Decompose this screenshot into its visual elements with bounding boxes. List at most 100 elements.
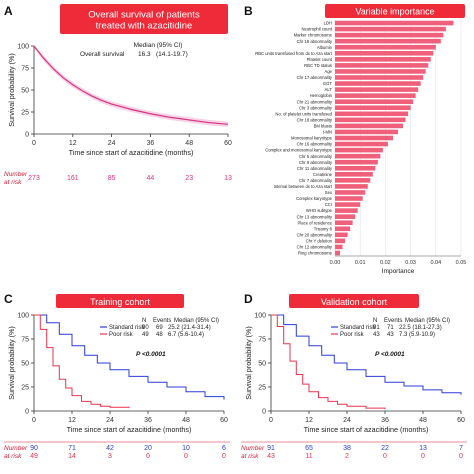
importance-bar [335, 93, 416, 98]
chart-title: Variable importance [355, 7, 434, 17]
legend-median: 6.7 (5.6-10.4) [168, 332, 204, 338]
survival-curve [33, 45, 229, 125]
category-label: No. of platelet units transfused [275, 111, 332, 116]
y-tick-label: 100 [17, 44, 29, 51]
x-tick-label: 0.00 [330, 260, 341, 266]
risk-table-value: 0 [146, 453, 150, 460]
x-tick-label: 60 [224, 140, 232, 147]
y-tick-label: 75 [21, 337, 29, 344]
y-tick-label: 0 [25, 132, 29, 139]
category-label: WHO subtype [306, 208, 333, 213]
category-label: Chr 3 abnormality [299, 105, 333, 110]
category-label: Chr 16 abnormality [297, 142, 333, 147]
x-tick-label: 0.01 [355, 260, 366, 266]
survival-curve-poor-risk [34, 314, 130, 409]
importance-bar [335, 87, 419, 92]
importance-bar [335, 32, 444, 38]
x-tick-label: 0.05 [456, 260, 467, 266]
category-label: Neutrophil count [302, 27, 333, 32]
importance-bar [335, 20, 454, 26]
risk-table-value: 6 [222, 445, 226, 452]
category-label: Sex [325, 190, 333, 195]
y-tick-label: 100 [17, 313, 29, 320]
category-label: Complex karyotype [296, 196, 333, 201]
y-tick-label: 100 [254, 313, 266, 320]
importance-bar [335, 123, 404, 129]
category-label: Chr 17 abnormality [297, 75, 333, 80]
importance-bar [335, 63, 429, 68]
category-label: Monosomal karyotype [291, 136, 333, 141]
category-label: Chr 13 abnormality [297, 214, 333, 219]
x-axis-label: Time since start of azacitidine (months) [67, 425, 192, 434]
category-label: Trisomy 8 [314, 226, 333, 231]
risk-table-value: 43 [267, 453, 275, 460]
risk-table-value: 49 [30, 453, 38, 460]
y-axis-label: Survival probability (%) [7, 326, 16, 400]
risk-table-value: 2 [345, 453, 349, 460]
risk-table-label: at risk [241, 453, 259, 460]
category-label: Interval between dx to Aza start [274, 184, 333, 189]
x-axis-label: Importance [382, 268, 415, 275]
category-label: Chr Y deletion [306, 238, 333, 243]
risk-table-value: 91 [267, 445, 275, 452]
risk-table-label: Number [241, 445, 265, 452]
x-tick-label: 24 [343, 417, 351, 424]
x-tick-label: 0.04 [430, 260, 441, 266]
x-tick-label: 36 [147, 140, 155, 147]
risk-table-label: at risk [4, 179, 22, 186]
risk-table-value: 3 [108, 453, 112, 460]
risk-table-value: 10 [182, 445, 190, 452]
legend-median: 22.5 (18.1-27.3) [399, 325, 442, 331]
importance-bar [335, 196, 363, 201]
legend-name: Standard risk [109, 325, 145, 331]
importance-bar [335, 105, 411, 111]
category-label: LDH [324, 21, 332, 26]
importance-bar [335, 38, 441, 44]
importance-bar [335, 244, 343, 250]
importance-bar [335, 214, 356, 219]
survival-curve-standard-risk [34, 314, 225, 400]
risk-table-value: 0 [459, 453, 463, 460]
chart-title: treated with azacitidine [96, 21, 193, 32]
risk-table-value: 90 [30, 445, 38, 452]
risk-table-value: 273 [28, 175, 40, 182]
risk-table-value: 11 [305, 453, 312, 460]
legend-header-median: Median (95% CI) [405, 318, 450, 324]
category-label: CCI [325, 202, 332, 207]
risk-table-value: 14 [68, 453, 76, 460]
category-label: Creatinine [313, 172, 333, 177]
risk-table-label: at risk [4, 453, 22, 460]
legend-events: 71 [387, 325, 394, 331]
p-value: P <0.0001 [136, 351, 166, 358]
x-axis-label: Time since start of azacitidine (months) [304, 425, 429, 434]
importance-bar [335, 44, 436, 50]
risk-table-value: 44 [147, 175, 155, 182]
importance-bar [335, 135, 393, 141]
risk-table-label: Number [4, 445, 28, 452]
legend-header-n: N [373, 318, 377, 324]
risk-table-value: 161 [67, 175, 79, 182]
category-label: Albumin [317, 45, 333, 50]
legend-median: 16.3 [138, 51, 151, 58]
risk-table-value: 65 [305, 445, 313, 452]
panel-label-d: D [244, 292, 253, 306]
risk-table-value: 7 [459, 445, 463, 452]
risk-table-label: Number [4, 171, 28, 178]
legend-events: 48 [156, 332, 163, 338]
importance-bar [335, 111, 409, 117]
legend-n: 43 [373, 332, 380, 338]
x-tick-label: 36 [144, 417, 152, 424]
importance-bar [335, 50, 434, 56]
x-tick-label: 60 [457, 417, 465, 424]
legend-header-events: Events [153, 318, 171, 324]
legend-ci: (14.1-19.7) [156, 51, 188, 58]
risk-table-value: 38 [343, 445, 351, 452]
x-tick-label: 12 [69, 140, 77, 147]
category-label: t-MN [323, 130, 332, 135]
confidence-band [34, 46, 228, 127]
category-label: Chr 21 abnormality [297, 99, 333, 104]
importance-bar [335, 75, 424, 80]
panel-d-validation-chart: Validation cohort 0 25 50 75 100 0 12 24 36 48 60 Ti… [241, 294, 467, 460]
